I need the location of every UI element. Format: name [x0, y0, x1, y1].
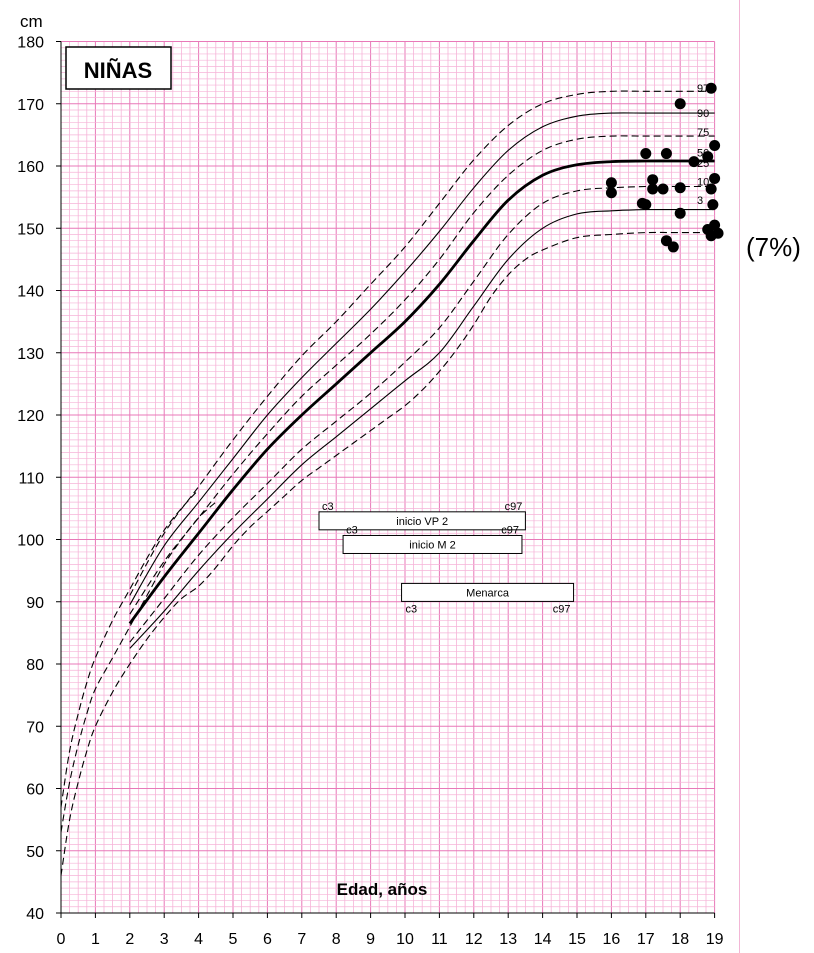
patient-point	[705, 183, 717, 195]
title-box: NIÑAS	[65, 46, 172, 90]
x-tick-label: 9	[366, 931, 375, 948]
patient-point	[705, 82, 717, 94]
x-tick-label: 16	[603, 931, 621, 948]
y-tick-label: 140	[17, 284, 44, 301]
patient-point	[647, 183, 659, 195]
patient-point	[605, 177, 617, 189]
percentage-note: (7%)	[746, 232, 801, 262]
x-tick-label: 5	[229, 931, 238, 948]
percentile-curve	[129, 90, 715, 596]
y-tick-label: 50	[26, 844, 44, 861]
y-tick-label: 90	[26, 595, 44, 612]
patient-point	[705, 230, 717, 242]
range-end-label: c97	[553, 603, 571, 615]
percentile-label: 10	[697, 177, 709, 189]
patient-point	[674, 98, 686, 110]
patient-point	[709, 139, 721, 151]
x-tick-label: 4	[194, 931, 203, 948]
patient-point	[667, 241, 679, 253]
y-tick-label: 180	[17, 35, 44, 52]
patient-point	[640, 148, 652, 160]
percentile-label: 75	[697, 127, 709, 139]
y-tick-label: 120	[17, 408, 44, 425]
chart-grid	[60, 41, 716, 914]
range-end-label: c97	[501, 524, 519, 536]
range-end-label: c97	[505, 501, 523, 513]
range-start-label: c3	[406, 603, 418, 615]
percentile-label: 90	[697, 108, 709, 120]
range-start-label: c3	[346, 524, 358, 536]
x-tick-label: 18	[671, 931, 689, 948]
patient-points	[605, 82, 724, 253]
x-tick-label: 11	[431, 931, 448, 948]
patient-point	[640, 199, 652, 211]
x-tick-label: 17	[637, 931, 655, 948]
percentile-curve	[129, 185, 715, 643]
percentile-curve	[60, 231, 715, 876]
range-box	[342, 534, 523, 554]
percentile-curve	[129, 135, 715, 615]
page-divider	[739, 0, 740, 953]
patient-point	[657, 183, 669, 195]
x-axis-title: Edad, años	[337, 880, 428, 899]
y-axis-unit-label: cm	[20, 12, 43, 31]
range-box	[318, 511, 526, 531]
chart-title: NIÑAS	[84, 58, 152, 83]
x-tick-label: 10	[396, 931, 414, 948]
range-label: Menarca	[466, 587, 510, 599]
percentile-curve	[128, 159, 715, 625]
y-tick-label: 40	[26, 906, 44, 923]
y-tick-label: 60	[26, 782, 44, 799]
x-tick-label: 0	[57, 931, 66, 948]
x-tick-label: 15	[568, 931, 586, 948]
patient-point	[709, 172, 721, 184]
x-tick-label: 8	[332, 931, 341, 948]
patient-point	[674, 207, 686, 219]
percentile-curve	[60, 501, 217, 833]
x-tick-label: 1	[91, 931, 100, 948]
percentile-curve	[129, 208, 715, 649]
x-tick-label: 14	[534, 931, 552, 948]
y-tick-label: 110	[18, 470, 44, 487]
x-tick-label: 7	[297, 931, 306, 948]
patient-point	[605, 187, 617, 199]
y-tick-label: 160	[17, 159, 44, 176]
range-start-label: c3	[322, 501, 334, 513]
range-label: inicio M 2	[409, 539, 455, 551]
patient-point	[702, 151, 714, 163]
percentile-label: 3	[697, 195, 703, 207]
patient-point	[660, 148, 672, 160]
x-tick-label: 13	[499, 931, 517, 948]
y-tick-label: 100	[17, 533, 44, 550]
x-tick-label: 19	[706, 931, 724, 948]
x-tick-label: 12	[465, 931, 483, 948]
range-box	[401, 582, 575, 602]
chart-axes: 0 1 2 3 4 5 6 7 8 9 10 11 12 13 14 15 16 17 18 194050607080…	[17, 35, 723, 949]
x-tick-label: 6	[263, 931, 272, 948]
y-tick-label: 70	[26, 719, 44, 736]
range-label: inicio VP 2	[396, 516, 448, 528]
y-tick-label: 130	[17, 346, 44, 363]
patient-point	[707, 199, 719, 211]
milestone-ranges: inicio VP 2 c3 c97 inicio M 2 c3 c97 Menarca c3…	[318, 501, 575, 615]
y-tick-label: 80	[26, 657, 44, 674]
y-tick-label: 170	[17, 97, 44, 114]
patient-point	[647, 174, 659, 186]
percentile-curve	[129, 112, 715, 606]
percentile-curves	[60, 90, 715, 876]
x-tick-label: 2	[125, 931, 134, 948]
y-tick-label: 150	[17, 221, 44, 238]
x-tick-label: 3	[160, 931, 169, 948]
patient-point	[674, 182, 686, 194]
patient-point	[688, 156, 700, 168]
